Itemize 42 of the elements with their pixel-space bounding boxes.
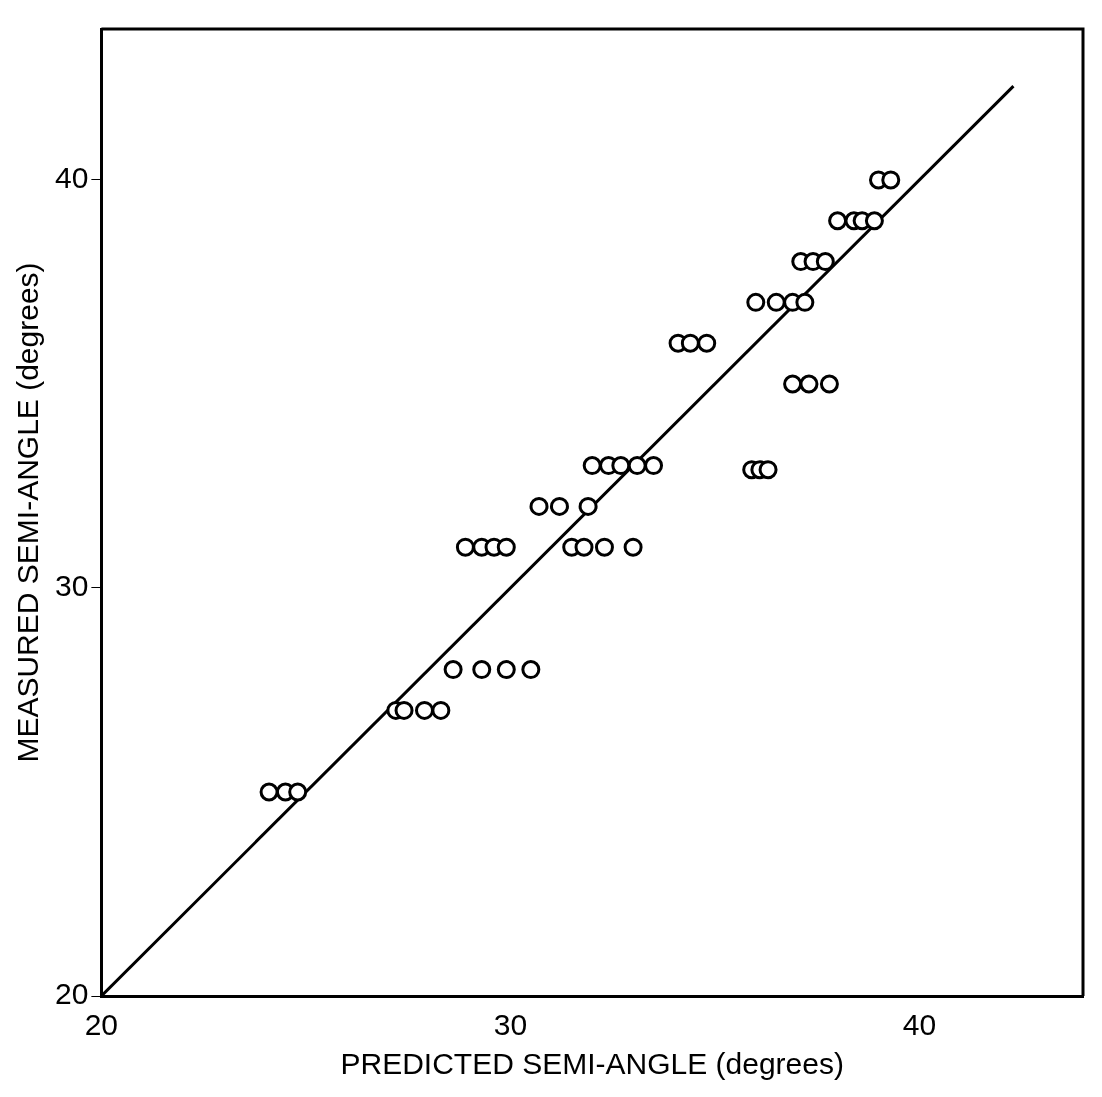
- point: [288, 782, 308, 802]
- y-tick-label: 40: [54, 161, 89, 195]
- point: [443, 660, 463, 680]
- point: [529, 496, 549, 516]
- point: [549, 496, 569, 516]
- y-axis-title: MEASURED SEMI-ANGLE (degrees): [11, 262, 45, 763]
- x-axis-title: PREDICTED SEMI-ANGLE (degrees): [340, 1047, 844, 1081]
- point: [758, 460, 778, 480]
- point: [819, 374, 839, 394]
- point: [496, 660, 516, 680]
- x-tick-label: 40: [902, 1008, 937, 1042]
- point: [864, 211, 884, 231]
- y-tick-label: 30: [54, 569, 89, 603]
- point: [746, 292, 766, 312]
- y-tick-label: 20: [54, 977, 89, 1011]
- point: [828, 211, 848, 231]
- point: [815, 252, 835, 272]
- point: [431, 700, 451, 720]
- point: [594, 537, 614, 557]
- point: [799, 374, 819, 394]
- point: [414, 700, 434, 720]
- point: [472, 660, 492, 680]
- point: [496, 537, 516, 557]
- point: [766, 292, 786, 312]
- point: [259, 782, 279, 802]
- point: [582, 456, 602, 476]
- point: [623, 537, 643, 557]
- point: [881, 170, 901, 190]
- x-tick-label: 20: [84, 1008, 119, 1042]
- point: [627, 456, 647, 476]
- point: [644, 456, 664, 476]
- point: [611, 456, 631, 476]
- point: [795, 292, 815, 312]
- point: [394, 700, 414, 720]
- x-tick-label: 30: [493, 1008, 528, 1042]
- point: [521, 660, 541, 680]
- point: [697, 333, 717, 353]
- point: [574, 537, 594, 557]
- point: [783, 374, 803, 394]
- point: [680, 333, 700, 353]
- point: [455, 537, 475, 557]
- point: [578, 496, 598, 516]
